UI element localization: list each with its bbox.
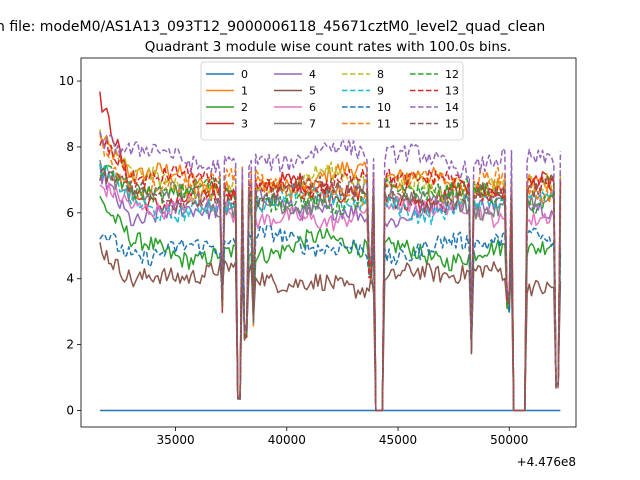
legend-label-0: 0 xyxy=(241,68,248,81)
y-tick-label: 6 xyxy=(66,206,74,220)
y-tick-label: 10 xyxy=(59,74,74,88)
series-line-7 xyxy=(99,159,562,412)
series-line-9 xyxy=(99,163,562,412)
x-tick-label: 45000 xyxy=(379,433,417,447)
chart-title: Quadrant 3 module wise count rates with … xyxy=(145,39,511,55)
y-axis: 0 2 4 6 8 10 xyxy=(59,74,81,418)
series-line-5 xyxy=(99,242,562,412)
legend-label-3: 3 xyxy=(241,118,248,131)
x-axis-offset-label: +4.476e8 xyxy=(517,455,576,469)
y-tick-label: 2 xyxy=(66,338,74,352)
legend-label-4: 4 xyxy=(309,68,316,81)
x-tick-label: 50000 xyxy=(490,433,528,447)
series-layer xyxy=(99,91,562,412)
legend-label-1: 1 xyxy=(241,85,248,98)
series-line-10 xyxy=(99,224,562,412)
series-line-12 xyxy=(99,163,562,412)
y-tick-label: 0 xyxy=(66,404,74,418)
legend-label-5: 5 xyxy=(309,85,316,98)
legend-label-6: 6 xyxy=(309,101,316,114)
legend-label-10: 10 xyxy=(377,101,391,114)
legend-label-2: 2 xyxy=(241,101,248,114)
legend-label-9: 9 xyxy=(377,85,384,98)
legend-label-8: 8 xyxy=(377,68,384,81)
legend-label-14: 14 xyxy=(445,101,459,114)
x-axis: 35000 40000 45000 50000 xyxy=(156,427,528,447)
x-tick-label: 35000 xyxy=(156,433,194,447)
y-tick-label: 8 xyxy=(66,140,74,154)
y-tick-label: 4 xyxy=(66,272,74,286)
legend-label-13: 13 xyxy=(445,85,459,98)
plot-frame xyxy=(80,57,577,428)
series-line-2 xyxy=(99,195,562,412)
legend-label-15: 15 xyxy=(445,118,459,131)
x-tick-label: 40000 xyxy=(268,433,306,447)
legend-label-7: 7 xyxy=(309,118,316,131)
series-line-15 xyxy=(99,167,562,412)
legend-label-11: 11 xyxy=(377,118,391,131)
legend-box xyxy=(200,61,464,141)
legend-label-12: 12 xyxy=(445,68,459,81)
figure-suptitle: n file: modeM0/AS1A13_093T12_9000006118_… xyxy=(0,19,545,35)
series-line-14 xyxy=(99,131,562,412)
